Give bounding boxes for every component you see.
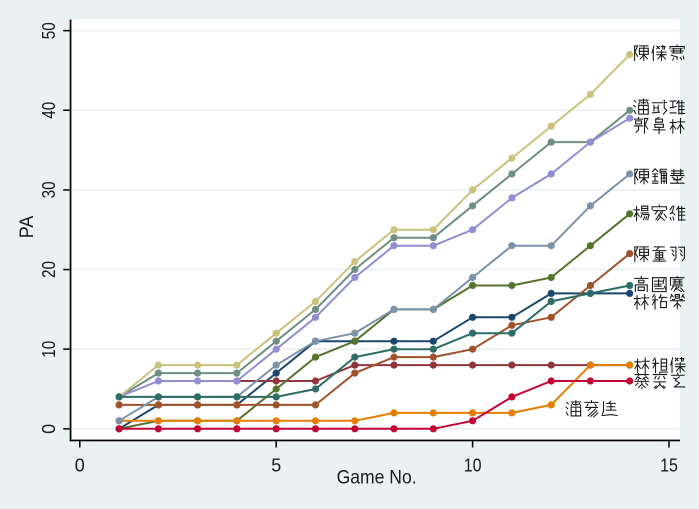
svg-text:10: 10 xyxy=(39,341,59,358)
svg-text:0: 0 xyxy=(75,456,85,476)
svg-text:5: 5 xyxy=(271,456,281,476)
svg-text:Game No.: Game No. xyxy=(337,466,417,488)
svg-text:PA: PA xyxy=(16,216,38,239)
svg-text:40: 40 xyxy=(39,102,59,119)
svg-text:20: 20 xyxy=(39,261,59,278)
svg-text:10: 10 xyxy=(464,456,482,476)
svg-text:0: 0 xyxy=(39,424,59,434)
svg-text:15: 15 xyxy=(660,456,678,476)
svg-text:30: 30 xyxy=(39,181,59,198)
svg-text:50: 50 xyxy=(39,22,59,39)
